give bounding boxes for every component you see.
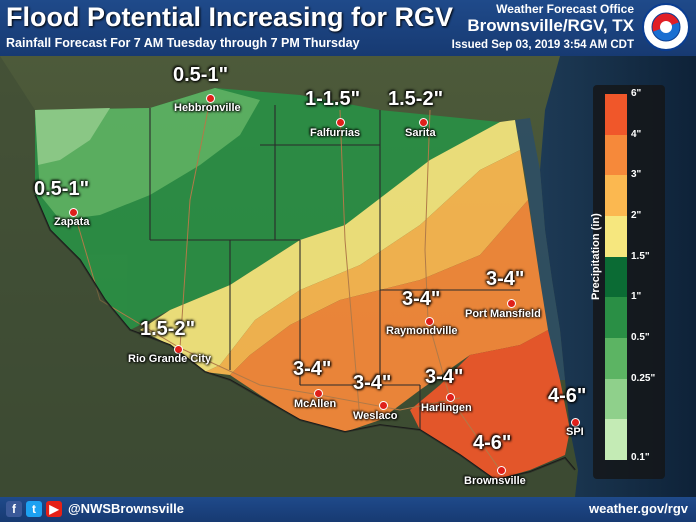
office-name: Brownsville/RGV, TX	[467, 16, 634, 35]
amount-label: 0.5-1"	[173, 64, 229, 86]
city-marker	[174, 345, 183, 354]
city-marker	[507, 299, 516, 308]
office-label: Weather Forecast Office	[496, 2, 634, 16]
legend-tick-label: 0.25"	[631, 372, 656, 384]
footer-banner: f t ▶ @NWSBrownsville weather.gov/rgv	[0, 497, 696, 522]
mexico-terrain	[0, 56, 575, 497]
city-marker	[446, 393, 455, 402]
legend-tick-label: 2"	[631, 210, 642, 221]
legend-tick-label: 3"	[631, 169, 642, 181]
legend-tick-label: 0.5"	[631, 332, 650, 343]
amount-label: 0.5-1"	[34, 178, 90, 200]
city-marker	[425, 317, 434, 326]
legend-tick-label: 4"	[631, 128, 642, 140]
city-marker	[336, 118, 345, 127]
legend-swatch	[605, 297, 627, 339]
amount-label: 3-4"	[293, 358, 332, 380]
legend-swatch	[605, 175, 627, 217]
city-marker	[497, 466, 506, 475]
amount-label: 4-6"	[548, 385, 587, 407]
city-marker	[571, 418, 580, 427]
laguna-madre	[515, 118, 565, 380]
legend-swatch	[605, 216, 627, 258]
legend-swatch	[605, 378, 627, 420]
city-marker	[69, 208, 78, 217]
facebook-icon[interactable]: f	[6, 501, 22, 517]
city-label: Harlingen	[421, 402, 472, 414]
city-marker	[379, 401, 388, 410]
city-label: Weslaco	[353, 410, 398, 422]
website-link[interactable]: weather.gov/rgv	[589, 501, 688, 516]
youtube-icon[interactable]: ▶	[46, 501, 62, 517]
header-banner: Flood Potential Increasing for RGV Rainf…	[0, 0, 696, 56]
legend-tick-label: 1.5"	[631, 250, 650, 262]
city-label: Rio Grande City	[128, 353, 212, 365]
legend-swatch	[605, 134, 627, 176]
issued-timestamp: Issued Sep 03, 2019 3:54 AM CDT	[451, 39, 634, 51]
amount-label: 1.5-2"	[388, 88, 444, 110]
city-label: Falfurrias	[310, 127, 361, 139]
social-handle[interactable]: @NWSBrownsville	[68, 501, 184, 516]
city-marker	[206, 94, 215, 103]
legend-swatch	[605, 338, 627, 380]
rainfall-shading	[35, 88, 570, 480]
legend-swatch	[605, 94, 627, 136]
city-label: Brownsville	[464, 475, 526, 487]
city-marker	[419, 118, 428, 127]
city-label: McAllen	[294, 398, 337, 410]
city-label: Raymondville	[386, 325, 458, 337]
legend-swatch	[605, 256, 627, 298]
legend-tick-label: 1"	[631, 291, 642, 303]
amount-label: 3-4"	[353, 372, 392, 394]
amount-label: 4-6"	[473, 432, 512, 454]
city-label: Port Mansfield	[465, 308, 541, 320]
city-label: Hebbronville	[174, 102, 241, 114]
city-marker	[314, 389, 323, 398]
nws-logo	[642, 3, 690, 51]
city-label: SPI	[566, 426, 584, 438]
legend-tick-label: 0.1"	[631, 452, 650, 463]
amount-label: 1.5-2"	[140, 318, 196, 340]
page-title: Flood Potential Increasing for RGV	[6, 2, 454, 32]
city-label: Sarita	[405, 127, 436, 139]
amount-label: 3-4"	[425, 366, 464, 388]
twitter-icon[interactable]: t	[26, 501, 42, 517]
county-lines	[149, 105, 520, 430]
legend-swatch	[605, 419, 627, 461]
amount-label: 3-4"	[402, 288, 441, 310]
legend-title: Precipitation (in)	[590, 213, 602, 300]
amount-label: 1-1.5"	[305, 88, 361, 110]
amount-label: 3-4"	[486, 268, 525, 290]
legend-tick-label: 6"	[631, 88, 642, 99]
city-label: Zapata	[54, 216, 90, 228]
page-subtitle: Rainfall Forecast For 7 AM Tuesday throu…	[6, 36, 360, 50]
precipitation-legend	[593, 85, 665, 479]
